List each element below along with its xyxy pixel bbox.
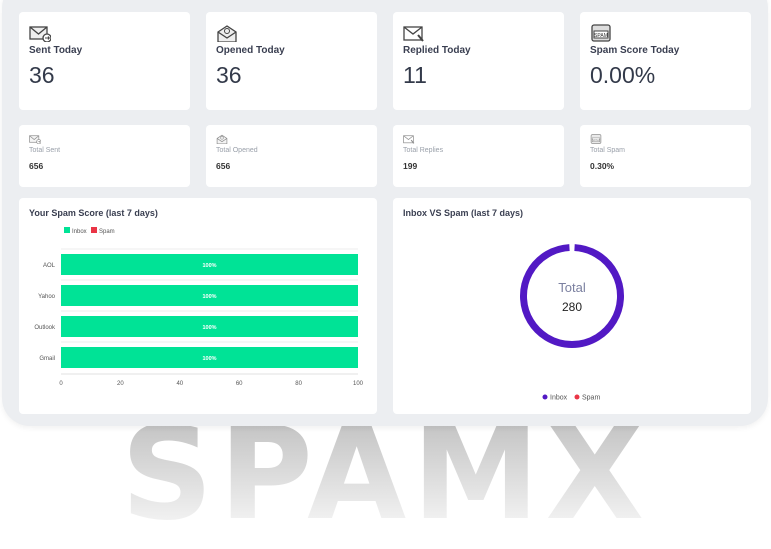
category-label: Gmail	[39, 356, 55, 362]
svg-text:SPAM: SPAM	[594, 33, 608, 39]
bar-data-label: 100%	[202, 263, 216, 269]
stat-card-today: Sent Today 36	[19, 12, 190, 110]
spam-icon: SPAM	[591, 24, 611, 42]
x-tick-label: 20	[117, 381, 124, 387]
donut-center-value: 280	[562, 300, 582, 314]
category-label: Yahoo	[38, 294, 56, 300]
stat-label: Total Replies	[403, 147, 444, 154]
stat-value: 36	[216, 62, 242, 88]
bar-data-label: 100%	[202, 294, 216, 300]
stat-label: Spam Score Today	[590, 45, 680, 56]
stat-value: 199	[403, 161, 418, 171]
donut-slice-inbox	[520, 244, 624, 348]
mail-reply-icon	[403, 26, 424, 42]
category-label: Outlook	[34, 325, 56, 331]
stat-card-total: Total Opened 656	[206, 125, 377, 187]
stat-card-today: Replied Today 11	[393, 12, 564, 110]
bar-chart: Inbox Spam AOL 100% Yahoo 100% Outlook 100% Gmai…	[34, 227, 364, 387]
stat-label: Sent Today	[29, 45, 83, 56]
stat-value: 0.30%	[590, 161, 615, 171]
stat-card-total: Total Replies 199	[393, 125, 564, 187]
spam-icon: SPAM	[590, 134, 602, 144]
stat-label: Total Sent	[29, 147, 61, 154]
stat-label: Replied Today	[403, 45, 471, 56]
x-tick-label: 60	[236, 381, 243, 387]
legend-label: Spam	[99, 229, 115, 235]
stat-card-today: SPAM Spam Score Today 0.00%	[580, 12, 751, 110]
stat-card-today: Opened Today 36	[206, 12, 377, 110]
chart-title: Inbox VS Spam (last 7 days)	[403, 208, 524, 218]
stat-value: 0.00%	[590, 62, 656, 88]
legend-swatch-spam	[91, 227, 97, 233]
x-tick-label: 100	[353, 381, 364, 387]
bar-data-label: 100%	[202, 356, 216, 362]
stat-value: 11	[403, 62, 427, 88]
stat-card-total: Total Sent 656	[19, 125, 190, 187]
mail-send-icon	[29, 26, 51, 42]
inbox-vs-spam-card: Inbox VS Spam (last 7 days) Total 280 Inbo…	[393, 198, 751, 414]
legend-label: Inbox	[72, 229, 87, 235]
category-label: AOL	[43, 263, 56, 269]
x-tick-label: 80	[295, 381, 302, 387]
bar-inbox	[61, 316, 358, 337]
stat-label: Opened Today	[216, 45, 285, 56]
x-tick-label: 40	[176, 381, 183, 387]
mail-open-icon	[217, 25, 237, 42]
legend-label: Inbox	[550, 395, 568, 402]
stat-label: Total Spam	[590, 147, 626, 154]
mail-send-icon	[29, 135, 41, 144]
mail-open-icon	[216, 134, 228, 144]
bar-data-label: 100%	[202, 325, 216, 331]
legend-marker-inbox	[542, 394, 548, 400]
bar-inbox	[61, 347, 358, 368]
stat-value: 656	[29, 161, 44, 171]
legend-swatch-inbox	[64, 227, 70, 233]
spam-score-chart-card: Your Spam Score (last 7 days) Inbox Spam A…	[19, 198, 377, 414]
chart-title: Your Spam Score (last 7 days)	[29, 208, 158, 218]
donut-chart: Total 280 Inbox Spam	[520, 244, 624, 402]
legend-marker-spam	[574, 394, 580, 400]
bar-inbox	[61, 254, 358, 275]
donut-center-label: Total	[558, 280, 586, 295]
stat-label: Total Opened	[216, 147, 258, 154]
legend-label: Spam	[582, 395, 600, 402]
svg-text:SPAM: SPAM	[592, 138, 600, 142]
stat-card-total: SPAM Total Spam 0.30%	[580, 125, 751, 187]
stat-value: 656	[216, 161, 231, 171]
bar-inbox	[61, 285, 358, 306]
stat-value: 36	[29, 62, 55, 88]
mail-reply-icon	[403, 135, 415, 144]
x-tick-label: 0	[59, 381, 63, 387]
